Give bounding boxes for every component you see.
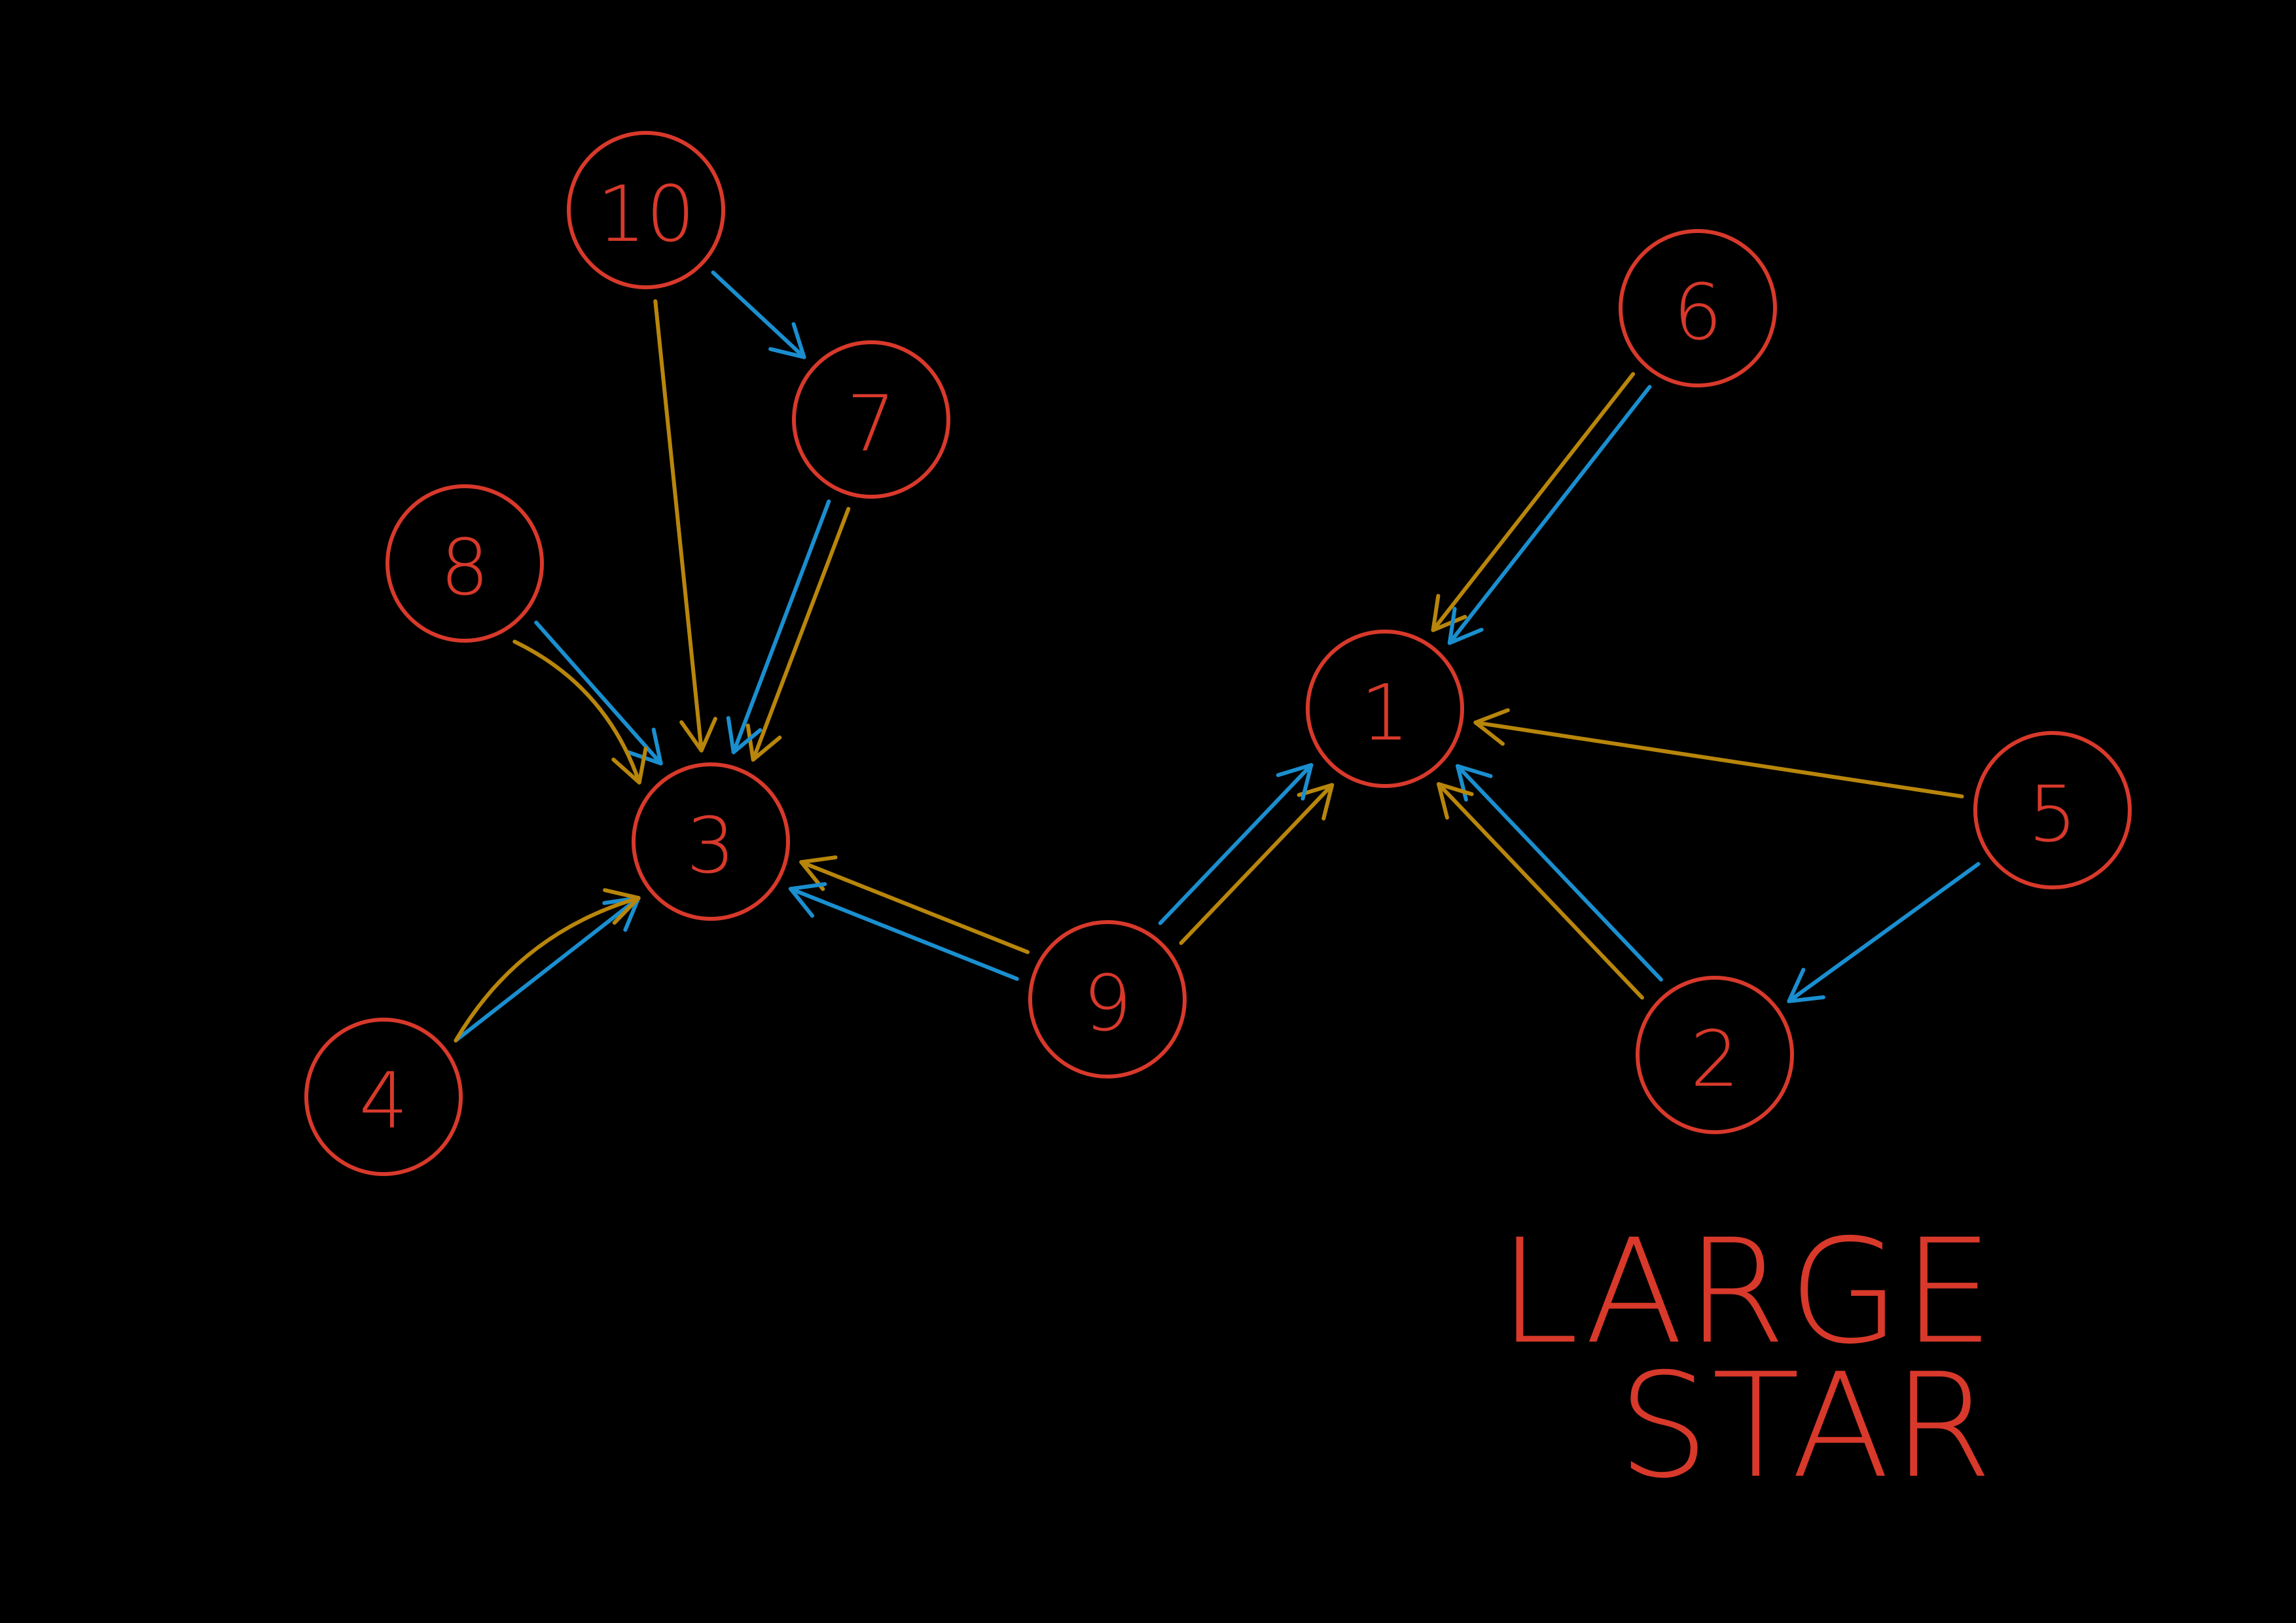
edge-line (1787, 862, 1981, 1003)
edge-line (788, 887, 1019, 981)
arrowhead (799, 855, 838, 891)
node-1: 1 (1306, 630, 1464, 788)
edge-line (1179, 783, 1335, 945)
node-9: 9 (1028, 920, 1187, 1079)
edge-line (751, 507, 851, 762)
edge-2-to-1-gold (1437, 782, 1644, 1000)
edge-10-to-7-blue (711, 270, 806, 359)
node-5-circle (1973, 731, 2132, 889)
edge-line (653, 299, 704, 753)
node-2: 2 (1636, 976, 1794, 1134)
node-8-label: 8 (440, 522, 489, 613)
node-10-label: 10 (597, 169, 695, 259)
node-8-circle (386, 484, 544, 643)
caption-line-1: LARGE (1499, 1208, 1996, 1376)
arrowhead (1437, 782, 1474, 820)
node-5: 5 (1973, 731, 2132, 889)
edge-9-to-3-blue (788, 882, 1019, 981)
edge-2-to-1-blue (1456, 764, 1663, 982)
edge-line (711, 270, 806, 359)
node-7-circle (792, 340, 950, 499)
arrowhead (679, 717, 717, 753)
caption: LARGE STAR (1499, 1208, 1996, 1510)
arrowhead (1787, 967, 1825, 1003)
edge-line (1431, 372, 1636, 632)
arrowhead (626, 727, 663, 766)
node-3-label: 3 (686, 800, 735, 891)
node-8: 8 (386, 484, 544, 643)
arrowhead (1456, 764, 1493, 802)
nodes-layer: 1 2 3 4 5 6 7 8 9 10 (304, 131, 2132, 1176)
node-1-circle (1306, 630, 1464, 788)
edge-line (1158, 763, 1314, 925)
edge-line (454, 896, 641, 1043)
arrowhead (1473, 708, 1510, 746)
edge-10-to-3-gold (653, 299, 717, 753)
arrowhead (768, 322, 806, 359)
node-6: 6 (1619, 229, 1777, 387)
node-2-circle (1636, 976, 1794, 1134)
edge-line (731, 499, 831, 755)
node-10: 10 (567, 131, 725, 289)
node-6-label: 6 (1673, 267, 1722, 357)
edge-7-to-3-blue (726, 499, 831, 755)
node-4-label: 4 (359, 1056, 408, 1146)
edge-line (1473, 721, 1964, 798)
edge-9-to-3-gold (799, 855, 1030, 954)
arrowhead (726, 716, 762, 755)
node-1-label: 1 (1360, 668, 1409, 758)
edge-line (534, 620, 663, 766)
edge-9-to-1-gold (1179, 783, 1335, 945)
edge-line (1447, 385, 1652, 645)
arrowhead (603, 888, 641, 925)
node-9-label: 9 (1083, 958, 1132, 1048)
edge-8-to-3-gold (512, 639, 648, 785)
node-2-label: 2 (1690, 1014, 1739, 1104)
edge-6-to-1-blue (1447, 385, 1652, 645)
arrowhead (1447, 607, 1484, 645)
edge-8-to-3-blue (534, 620, 663, 766)
node-4: 4 (304, 1018, 463, 1176)
arrowhead (1276, 763, 1314, 801)
edge-line (799, 860, 1030, 954)
node-3-circle (632, 762, 790, 921)
edge-line (512, 639, 641, 785)
arrowhead (1297, 783, 1335, 821)
caption-line-2: STAR (1618, 1342, 1995, 1510)
node-6-circle (1619, 229, 1777, 387)
edge-4-to-3-gold (454, 888, 641, 1043)
node-9-circle (1028, 920, 1187, 1079)
edge-line (1456, 764, 1663, 982)
node-7-label: 7 (846, 378, 895, 469)
arrowhead (611, 746, 648, 785)
node-4-circle (304, 1018, 463, 1176)
node-10-circle (567, 131, 725, 289)
edges-layer (454, 270, 1981, 1043)
node-7: 7 (792, 340, 950, 499)
edge-line (1437, 782, 1644, 1000)
edge-line (454, 896, 641, 1043)
edge-9-to-1-blue (1158, 763, 1314, 925)
edge-5-to-1-gold (1473, 708, 1964, 798)
node-5-label: 5 (2028, 769, 2077, 859)
edge-5-to-2-blue (1787, 862, 1981, 1003)
arrowhead (788, 882, 827, 918)
node-3: 3 (632, 762, 790, 921)
